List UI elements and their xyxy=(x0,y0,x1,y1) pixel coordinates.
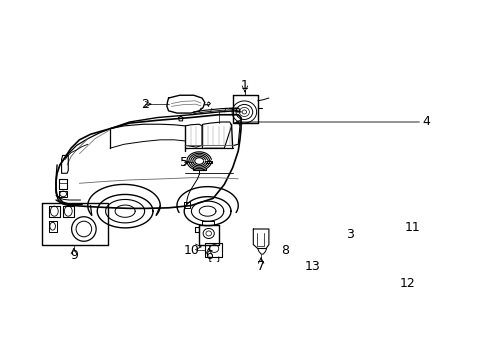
Text: 13: 13 xyxy=(304,260,320,273)
Text: 9: 9 xyxy=(70,249,78,262)
Text: 2: 2 xyxy=(141,98,149,111)
Text: 5: 5 xyxy=(180,156,188,168)
Text: 12: 12 xyxy=(398,277,414,290)
Text: 1: 1 xyxy=(241,79,248,92)
Text: 3: 3 xyxy=(345,228,353,241)
Text: 10: 10 xyxy=(183,244,200,257)
Text: 7: 7 xyxy=(257,260,264,273)
Text: 4: 4 xyxy=(422,116,429,129)
Text: 6: 6 xyxy=(204,249,212,262)
Text: 11: 11 xyxy=(404,221,420,234)
Text: 8: 8 xyxy=(281,244,289,257)
